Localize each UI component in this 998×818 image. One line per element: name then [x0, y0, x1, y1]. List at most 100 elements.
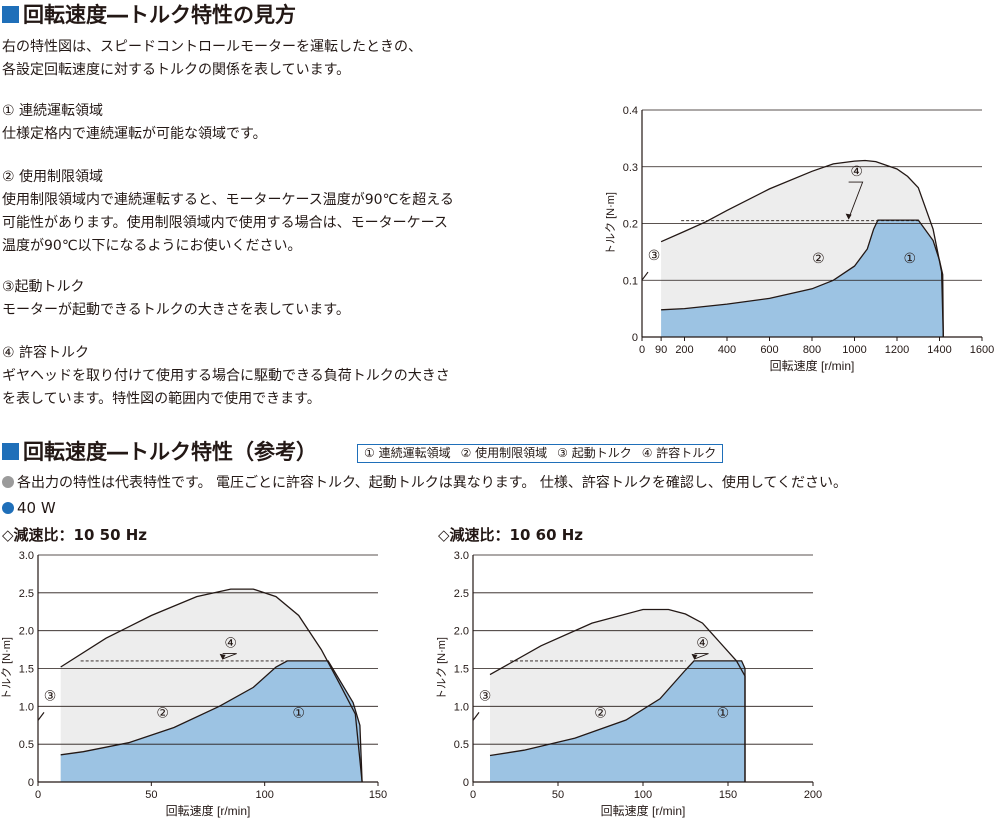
permissible-arrowhead — [691, 653, 698, 660]
gray-dot-icon — [2, 476, 14, 488]
continuous-region-curve — [489, 660, 746, 782]
item-line: モーターが起動できるトルクの大きさを表しています。 — [2, 302, 350, 318]
y-tick-label: 0.1 — [623, 275, 638, 287]
continuous-region-curve — [60, 660, 363, 783]
y-tick-label: 0 — [28, 777, 34, 789]
continuous-region-area — [661, 220, 944, 337]
x-tick-label: 150 — [369, 789, 387, 801]
legend-box: ① 連続運転領域 ② 使用制限領域 ③ 起動トルク ④ 許容トルク — [357, 444, 724, 463]
item-line: 温度が90℃以下になるようにお使いください。 — [2, 238, 302, 254]
y-tick-label: 0.2 — [623, 219, 638, 231]
x-tick-label: 0 — [639, 344, 645, 356]
region-label-limited: ② — [812, 250, 825, 266]
y-axis-label: トルク [N·m] — [604, 192, 617, 255]
region-label-continuous: ① — [717, 705, 730, 721]
chart-60hz: 0 50 100 150 200 0 0.5 1.0 1.5 2.0 2.5 3.0 回転速度 [r/m… — [435, 550, 822, 818]
item-line: を表しています。特性図の範囲内で使用できます。 — [2, 391, 321, 407]
starting-torque-marker — [641, 271, 649, 281]
item-limited: ② 使用制限領域 使用制限領域内で連続運転すると、モーターケース温度が90℃を超… — [2, 166, 454, 258]
region-label-continuous: ① — [903, 250, 916, 266]
chart-label-60hz: ◇減速比：10 60 Hz — [438, 526, 584, 544]
legend-item: ④ 許容トルク — [641, 446, 717, 460]
intro-line: 右の特性図は、スピードコントロールモーターを運転したときの、 — [2, 39, 422, 55]
x-tick-label: 50 — [145, 789, 157, 801]
section1-intro: 右の特性図は、スピードコントロールモーターを運転したときの、 各設定回転速度に対… — [2, 36, 422, 82]
item-heading: ① 連続運転領域 — [2, 103, 104, 119]
permissible-leader-line — [694, 653, 709, 660]
item-heading: ③起動トルク — [2, 279, 85, 295]
permissible-arrowhead — [845, 213, 852, 220]
y-tick-label: 0 — [632, 332, 638, 344]
y-tick-label: 2.0 — [454, 626, 469, 638]
region-label-permissible: ④ — [850, 163, 863, 179]
region-label-continuous: ① — [292, 705, 305, 721]
x-tick-label: 400 — [718, 344, 736, 356]
item-continuous: ① 連続運転領域 仕様定格内で連続運転が可能な領域です。 — [2, 100, 267, 146]
x-tick-label: 600 — [760, 344, 778, 356]
chart-example: 0 90 200 400 600 800 1000 1200 1400 1600 0 0.1 0.2 0.… — [604, 105, 994, 373]
y-tick-label: 3.0 — [19, 550, 34, 562]
permissible-arrowhead — [219, 653, 226, 660]
x-axis-label: 回転速度 [r/min] — [601, 803, 686, 818]
region-label-limited: ② — [156, 705, 169, 721]
x-axis-label: 回転速度 [r/min] — [770, 358, 855, 373]
x-tick-label: 90 — [655, 344, 667, 356]
y-tick-label: 2.5 — [19, 588, 34, 600]
title-square-icon — [2, 6, 19, 23]
y-axis-label: トルク [N·m] — [435, 637, 448, 700]
limited-region-curve — [660, 159, 944, 338]
title-square-icon — [2, 443, 19, 460]
y-tick-label: 0.5 — [19, 739, 34, 751]
region-label-starting: ③ — [479, 687, 492, 703]
item-heading: ④ 許容トルク — [2, 345, 90, 361]
x-tick-label: 0 — [470, 789, 476, 801]
y-tick-label: 1.5 — [454, 664, 469, 676]
y-tick-label: 1.5 — [19, 664, 34, 676]
x-tick-label: 0 — [35, 789, 41, 801]
limited-region-curve — [489, 608, 746, 782]
y-tick-label: 2.0 — [19, 626, 34, 638]
item-line: ギヤヘッドを取り付けて使用する場合に駆動できる負荷トルクの大きさ — [2, 368, 450, 384]
y-axis-label: トルク [N·m] — [0, 637, 13, 700]
x-tick-label: 800 — [803, 344, 821, 356]
item-line: 可能性があります。使用制限領域内で使用する場合は、モーターケース — [2, 215, 448, 231]
item-line: 仕様定格内で連続運転が可能な領域です。 — [2, 126, 267, 142]
x-tick-label: 1200 — [885, 344, 909, 356]
continuous-region-area — [490, 660, 745, 782]
legend-item: ③ 起動トルク — [557, 446, 632, 460]
legend-item: ① 連続運転領域 — [364, 446, 451, 460]
region-label-limited: ② — [594, 705, 607, 721]
section1-title: 回転速度―トルク特性の見方 — [2, 3, 296, 27]
x-tick-label: 150 — [719, 789, 737, 801]
y-tick-label: 2.5 — [454, 588, 469, 600]
y-tick-label: 1.0 — [19, 701, 34, 713]
permissible-leader-line — [848, 181, 864, 219]
starting-torque-marker — [472, 711, 480, 721]
section2-title: 回転速度―トルク特性（参考） — [2, 440, 317, 464]
intro-line: 各設定回転速度に対するトルクの関係を表しています。 — [2, 62, 351, 78]
x-tick-label: 200 — [804, 789, 822, 801]
x-tick-label: 100 — [634, 789, 652, 801]
item-heading: ② 使用制限領域 — [2, 169, 104, 185]
x-tick-label: 50 — [552, 789, 564, 801]
x-tick-label: 1000 — [842, 344, 866, 356]
y-tick-label: 0.4 — [623, 105, 638, 117]
starting-torque-marker — [37, 711, 45, 721]
x-tick-label: 100 — [255, 789, 273, 801]
region-label-starting: ③ — [44, 687, 57, 703]
legend-item: ② 使用制限領域 — [460, 446, 548, 460]
x-tick-label: 1600 — [970, 344, 994, 356]
note: 各出力の特性は代表特性です。 電圧ごとに許容トルク、起動トルクは異なります。 仕… — [2, 472, 847, 495]
x-tick-label: 1400 — [927, 344, 951, 356]
y-tick-label: 1.0 — [454, 701, 469, 713]
item-permissible: ④ 許容トルク ギヤヘッドを取り付けて使用する場合に駆動できる負荷トルクの大きさ… — [2, 342, 450, 411]
region-label-starting: ③ — [648, 247, 661, 263]
item-starting: ③起動トルク モーターが起動できるトルクの大きさを表しています。 — [2, 276, 350, 322]
continuous-region-curve — [661, 219, 944, 338]
chart-label-50hz: ◇減速比：10 50 Hz — [2, 526, 148, 544]
permissible-leader-line — [222, 653, 237, 660]
continuous-region-area — [60, 660, 363, 782]
y-tick-label: 0.3 — [623, 162, 638, 174]
region-label-permissible: ④ — [224, 635, 237, 651]
item-line: 使用制限領域内で連続運転すると、モーターケース温度が90℃を超える — [2, 192, 454, 208]
